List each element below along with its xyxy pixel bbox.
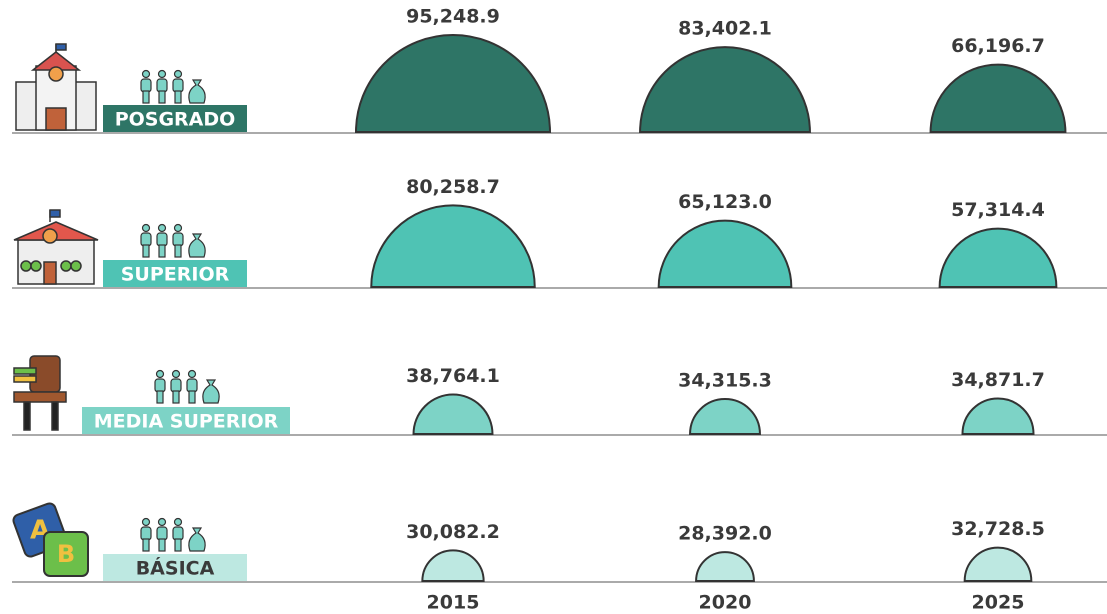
legend-label: MEDIA SUPERIOR [94, 411, 279, 433]
value-label: 66,196.7 [951, 35, 1045, 57]
value-label: 34,315.3 [678, 370, 772, 392]
icon-school [13, 209, 99, 285]
semicircle [938, 227, 1058, 288]
value-label: 57,314.4 [951, 199, 1045, 221]
value-label: 34,871.7 [951, 369, 1045, 391]
legend-box [103, 554, 247, 581]
semicircle [963, 546, 1033, 582]
semicircle [370, 204, 536, 288]
legend-box [82, 407, 290, 434]
people-icon [140, 223, 206, 258]
semicircle [961, 397, 1035, 435]
people-icon [140, 517, 206, 552]
x-tick-label: 2025 [972, 592, 1025, 614]
value-label: 38,764.1 [406, 365, 500, 387]
legend-box [103, 260, 247, 287]
svg-text:B: B [57, 540, 75, 568]
value-label: 95,248.9 [406, 6, 500, 28]
icon-university [15, 43, 97, 131]
semicircle [657, 219, 793, 288]
icon-desk [13, 355, 67, 431]
value-label: 80,258.7 [406, 176, 500, 198]
semicircle [639, 46, 811, 133]
people-icon [140, 69, 206, 104]
semicircle [695, 551, 755, 582]
value-label: 30,082.2 [406, 521, 500, 543]
legend-label: SUPERIOR [121, 264, 230, 286]
value-label: 83,402.1 [678, 18, 772, 40]
semicircle [421, 549, 485, 582]
x-tick-label: 2015 [427, 592, 480, 614]
semicircle [689, 398, 761, 435]
semicircle [929, 64, 1067, 133]
value-label: 28,392.0 [678, 523, 772, 545]
x-tick-label: 2020 [699, 592, 752, 614]
legend-box [103, 105, 247, 132]
value-label: 32,728.5 [951, 518, 1045, 540]
people-icon [154, 369, 220, 404]
legend-label: BÁSICA [136, 557, 215, 580]
value-label: 65,123.0 [678, 191, 772, 213]
semicircle [412, 393, 494, 435]
legend-label: POSGRADO [115, 109, 236, 131]
icon-blocks: A B [12, 502, 89, 577]
semicircle [354, 34, 552, 133]
